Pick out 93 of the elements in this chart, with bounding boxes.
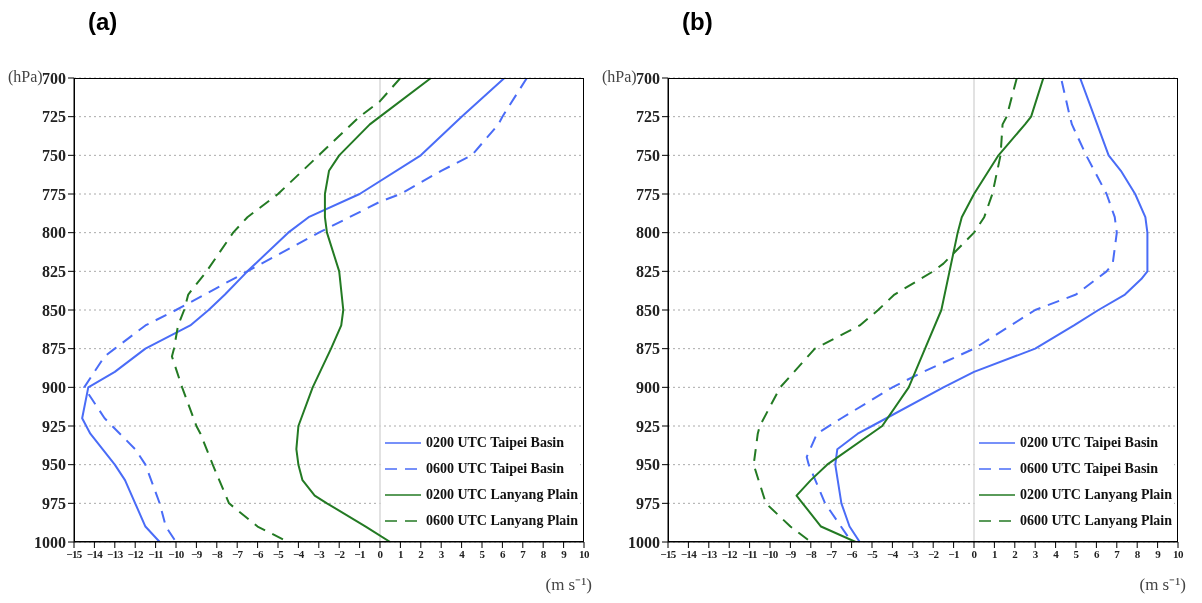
- x-tick-label: −3: [313, 547, 326, 560]
- x-tick-label: −12: [721, 547, 739, 560]
- legend-label: 0200 UTC Lanyang Plain: [425, 487, 578, 503]
- chart-title: (b): [682, 8, 713, 36]
- x-tick-label: 6: [1093, 547, 1100, 560]
- x-tick-label: 2: [418, 547, 425, 560]
- y-tick-label: 750: [42, 147, 66, 165]
- x-tick-label: 0: [971, 547, 978, 560]
- y-tick-label: 925: [636, 417, 660, 435]
- line-series: [170, 78, 402, 542]
- x-tick-label: 9: [1155, 547, 1162, 560]
- y-tick-label: 775: [42, 185, 66, 203]
- chart-title: (a): [88, 8, 118, 36]
- y-tick-label: 800: [42, 224, 66, 242]
- y-tick-label: 900: [636, 379, 660, 397]
- x-tick-label: −15: [660, 547, 677, 560]
- x-axis-title: (m s⁻¹): [1139, 574, 1186, 595]
- y-tick-label: 925: [42, 417, 66, 435]
- x-tick-label: −14: [680, 547, 698, 560]
- y-tick-label: 725: [636, 108, 660, 126]
- x-tick-label: −6: [846, 547, 858, 560]
- x-tick-label: −11: [148, 547, 164, 560]
- x-tick-label: −3: [907, 547, 920, 560]
- x-tick-label: 8: [1134, 547, 1141, 560]
- x-tick-label: −9: [785, 547, 797, 560]
- y-tick-label: 750: [636, 147, 660, 165]
- x-tick-label: −7: [231, 547, 244, 560]
- y-tick-label: 825: [42, 263, 66, 281]
- x-tick-label: −10: [762, 547, 779, 560]
- y-tick-label: 850: [42, 301, 66, 319]
- x-tick-label: −11: [742, 547, 758, 560]
- x-tick-label: 1: [991, 547, 997, 560]
- y-tick-label: 1000: [34, 533, 66, 551]
- y-tick-label: 725: [42, 108, 66, 126]
- y-axis-title: (hPa): [602, 68, 637, 86]
- x-tick-label: −2: [333, 547, 346, 560]
- x-tick-label: 3: [1032, 547, 1039, 560]
- legend-label: 0600 UTC Lanyang Plain: [1019, 513, 1172, 529]
- y-tick-label: 950: [636, 456, 660, 474]
- x-tick-label: 8: [540, 547, 547, 560]
- x-tick-label: −5: [272, 547, 285, 560]
- x-tick-label: −14: [86, 547, 104, 560]
- x-tick-label: 6: [499, 547, 506, 560]
- x-tick-label: 7: [520, 547, 527, 560]
- y-tick-label: 875: [636, 340, 660, 358]
- x-tick-label: 7: [1114, 547, 1121, 560]
- legend-label: 0200 UTC Taipei Basin: [425, 435, 565, 451]
- x-tick-label: 4: [459, 547, 466, 560]
- x-tick-label: −9: [191, 547, 203, 560]
- y-tick-label: 1000: [628, 533, 660, 551]
- y-tick-label: 975: [42, 495, 66, 513]
- legend-label: 0200 UTC Lanyang Plain: [1019, 487, 1172, 503]
- x-tick-label: 4: [1053, 547, 1060, 560]
- x-tick-label: 10: [1173, 547, 1184, 560]
- x-tick-label: −1: [948, 547, 959, 560]
- x-tick-label: 9: [561, 547, 568, 560]
- x-tick-label: 2: [1012, 547, 1019, 560]
- x-axis-title: (m s⁻¹): [545, 574, 592, 595]
- x-tick-label: −13: [107, 547, 124, 560]
- y-tick-label: 825: [636, 263, 660, 281]
- y-tick-label: 700: [42, 69, 66, 87]
- y-tick-label: 850: [636, 301, 660, 319]
- y-tick-label: 700: [636, 69, 660, 87]
- x-tick-label: 10: [579, 547, 590, 560]
- x-tick-label: −2: [927, 547, 940, 560]
- y-axis-title: (hPa): [8, 68, 43, 86]
- y-tick-label: 775: [636, 185, 660, 203]
- x-tick-label: −12: [127, 547, 145, 560]
- x-tick-label: 1: [397, 547, 403, 560]
- y-tick-label: 900: [42, 379, 66, 397]
- y-tick-label: 800: [636, 224, 660, 242]
- x-tick-label: −8: [805, 547, 818, 560]
- x-tick-label: −15: [66, 547, 83, 560]
- x-tick-label: −4: [887, 547, 899, 560]
- x-tick-label: 3: [438, 547, 445, 560]
- legend-label: 0600 UTC Taipei Basin: [425, 461, 565, 477]
- legend-label: 0600 UTC Taipei Basin: [1019, 461, 1159, 477]
- y-tick-label: 950: [42, 456, 66, 474]
- legend-label: 0600 UTC Lanyang Plain: [425, 513, 578, 529]
- y-tick-label: 875: [42, 340, 66, 358]
- legend-label: 0200 UTC Taipei Basin: [1019, 435, 1159, 451]
- x-tick-label: −7: [825, 547, 838, 560]
- x-tick-label: −4: [293, 547, 305, 560]
- x-tick-label: 5: [479, 547, 486, 560]
- x-tick-label: −10: [168, 547, 185, 560]
- x-tick-label: −5: [866, 547, 879, 560]
- x-tick-label: −13: [701, 547, 718, 560]
- y-tick-label: 975: [636, 495, 660, 513]
- x-tick-label: −8: [211, 547, 224, 560]
- x-tick-label: 5: [1073, 547, 1080, 560]
- x-tick-label: −1: [354, 547, 365, 560]
- x-tick-label: −6: [252, 547, 264, 560]
- x-tick-label: 0: [377, 547, 384, 560]
